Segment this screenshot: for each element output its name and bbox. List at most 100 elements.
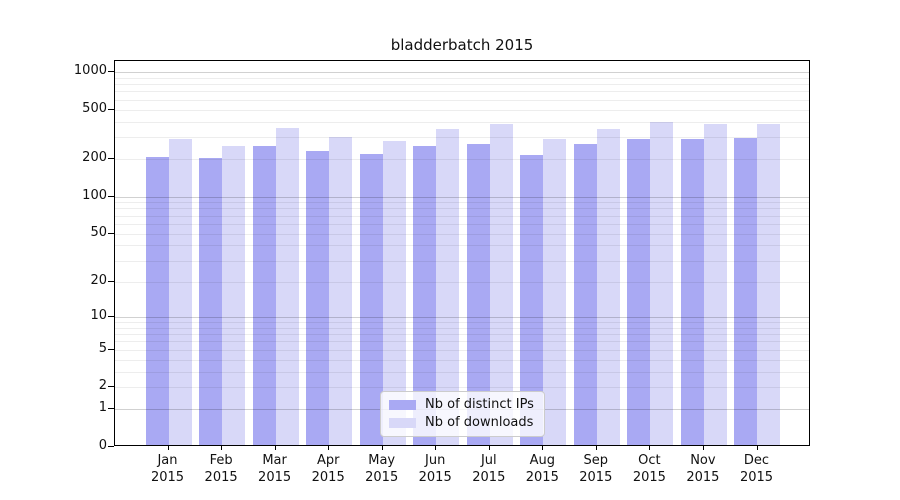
bar-ips-apr (306, 151, 330, 445)
x-tick-label-jul: Jul 2015 (472, 453, 506, 485)
gridline-7 (115, 334, 809, 336)
gridline-900 (115, 77, 809, 79)
x-tick-label-nov: Nov 2015 (686, 453, 720, 485)
gridline-800 (115, 84, 809, 85)
y-tick-1 (108, 408, 114, 410)
gridline-4 (115, 359, 809, 361)
x-tick-label-sep: Sep 2015 (579, 453, 613, 485)
x-tick-aug (542, 446, 544, 450)
gridline-500 (115, 109, 809, 111)
y-tick-label-20: 20 (90, 272, 107, 288)
x-tick-label-aug: Aug 2015 (525, 453, 559, 485)
y-tick-200 (108, 158, 114, 160)
y-tick-label-100: 100 (82, 187, 107, 203)
legend-label-downloads: Nb of downloads (425, 415, 534, 430)
bar-ips-mar (252, 146, 276, 445)
bar-downloads-nov (703, 123, 727, 445)
x-tick-jan (167, 446, 169, 450)
bar-ips-feb (199, 158, 223, 445)
gridline-100 (115, 196, 809, 198)
gridline-80 (115, 208, 809, 210)
legend-label-distinct-ips: Nb of distinct IPs (425, 397, 534, 412)
gridline-200 (115, 159, 809, 161)
legend-swatch-distinct-ips (389, 399, 416, 410)
y-tick-500 (108, 108, 114, 110)
y-tick-2 (108, 386, 114, 388)
y-tick-10 (108, 315, 114, 317)
y-tick-0 (108, 446, 114, 447)
bar-ips-jul (466, 143, 490, 445)
gridline-700 (115, 91, 809, 93)
gridline-9 (115, 322, 809, 323)
bar-downloads-jul (489, 123, 513, 445)
gridline-20 (115, 281, 809, 283)
bar-ips-nov (680, 138, 704, 445)
bar-ips-dec (734, 137, 758, 445)
y-tick-label-10: 10 (90, 307, 107, 323)
y-tick-label-1: 1 (98, 400, 107, 416)
bar-downloads-jan (168, 138, 192, 445)
legend-item-downloads: Nb of downloads (389, 415, 534, 430)
bar-ips-may (359, 154, 383, 445)
x-tick-dec (756, 446, 758, 450)
y-tick-label-2: 2 (98, 378, 107, 394)
bar-downloads-jun (436, 129, 460, 445)
bar-ips-oct (627, 139, 651, 445)
legend: Nb of distinct IPs Nb of downloads (380, 391, 545, 437)
y-tick-20 (108, 280, 114, 282)
x-tick-mar (274, 446, 276, 450)
gridline-300 (115, 137, 809, 139)
y-tick-label-1000: 1000 (73, 62, 107, 78)
x-tick-label-apr: Apr 2015 (311, 453, 345, 485)
bar-ips-sep (573, 143, 597, 445)
chart-title: bladderbatch 2015 (390, 36, 534, 54)
bar-downloads-mar (275, 128, 299, 445)
gridline-6 (115, 341, 809, 343)
legend-item-distinct-ips: Nb of distinct IPs (389, 397, 534, 412)
gridline-40 (115, 245, 809, 247)
x-tick-label-oct: Oct 2015 (632, 453, 666, 485)
gridline-70 (115, 215, 809, 217)
y-tick-100 (108, 195, 114, 197)
y-tick-label-50: 50 (90, 224, 107, 240)
gridline-1000 (115, 71, 809, 73)
x-tick-label-jan: Jan 2015 (150, 453, 185, 485)
x-tick-label-may: May 2015 (365, 453, 399, 485)
bar-ips-jan (145, 157, 169, 445)
x-tick-sep (595, 446, 597, 450)
gridline-60 (115, 223, 809, 225)
gridline-90 (115, 202, 809, 204)
gridline-50 (115, 233, 809, 235)
bar-downloads-may (382, 140, 406, 445)
y-tick-label-0: 0 (98, 438, 107, 453)
bar-downloads-apr (329, 137, 353, 445)
gridline-30 (115, 260, 809, 262)
bar-ips-aug (520, 154, 544, 445)
y-tick-50 (108, 232, 114, 234)
x-tick-label-jun: Jun 2015 (418, 453, 452, 485)
x-tick-jun (435, 446, 437, 450)
x-tick-jul (488, 446, 490, 450)
plot-area: Nb of distinct IPs Nb of downloads (114, 60, 810, 446)
bar-downloads-aug (543, 138, 567, 445)
y-tick-5 (108, 348, 114, 350)
x-tick-apr (328, 446, 330, 450)
gridline-600 (115, 99, 809, 101)
x-tick-may (381, 446, 383, 450)
x-tick-feb (221, 446, 223, 450)
y-tick-label-200: 200 (82, 150, 107, 166)
bar-ips-jun (413, 146, 437, 445)
x-tick-label-mar: Mar 2015 (258, 453, 292, 485)
bar-downloads-dec (757, 123, 781, 445)
y-tick-label-500: 500 (82, 100, 107, 116)
x-tick-label-feb: Feb 2015 (204, 453, 238, 485)
gridline-2 (115, 387, 809, 389)
bar-downloads-oct (650, 122, 674, 445)
x-tick-oct (649, 446, 651, 450)
gridline-10 (115, 316, 809, 318)
gridline-8 (115, 327, 809, 329)
y-tick-1000 (108, 70, 114, 72)
y-tick-label-5: 5 (98, 340, 107, 356)
x-tick-nov (702, 446, 704, 450)
